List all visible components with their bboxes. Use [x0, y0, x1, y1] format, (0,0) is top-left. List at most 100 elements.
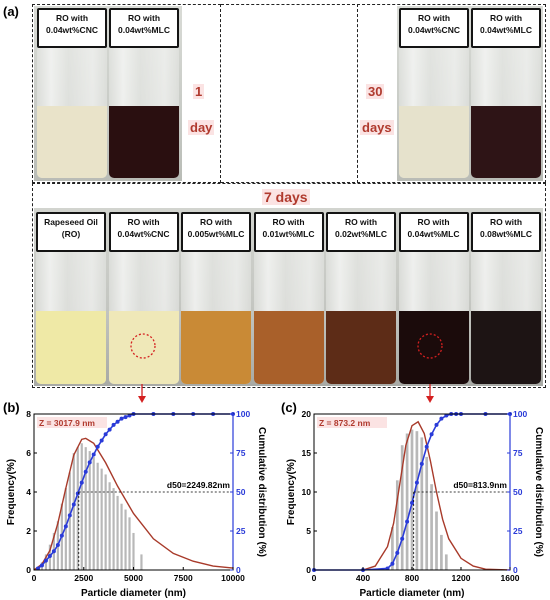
y2-tick-label: 0	[513, 565, 518, 575]
y2-tick-label: 50	[513, 487, 523, 497]
arrows	[138, 384, 434, 403]
cumulative-point	[414, 480, 419, 485]
vial-label-line2: (RO)	[61, 229, 81, 239]
y-tick-label: 0	[306, 565, 311, 575]
histogram-bar	[96, 462, 99, 570]
vial-cap: RO with 0.04wt%MLC	[109, 8, 179, 48]
cumulative-point	[103, 432, 108, 437]
x-tick-label: 0	[312, 573, 317, 583]
histogram-bar	[395, 480, 399, 570]
x-axis-label: Particle diameter (nm)	[81, 588, 186, 599]
vial: RO with 0.04wt%MLC	[109, 8, 179, 178]
y-axis-label: Frequency(%)	[286, 459, 297, 525]
cumulative-point	[35, 566, 40, 571]
histogram-bar	[124, 509, 127, 570]
cumulative-point	[87, 460, 92, 465]
vial-label-line1: RO with	[489, 217, 523, 227]
histogram-bar	[72, 453, 75, 570]
y2-tick-label: 100	[513, 409, 527, 419]
histogram-bar	[140, 554, 143, 570]
vial: RO with 0.04wt%MLC	[398, 212, 469, 384]
cumulative-point	[434, 422, 439, 427]
fit-curve	[362, 420, 511, 571]
histogram-bar	[128, 517, 131, 570]
x-tick-label: 1600	[501, 573, 520, 583]
x-tick-label: 5000	[124, 573, 143, 583]
x-tick-label: 800	[405, 573, 419, 583]
histogram-bar	[100, 468, 103, 570]
vial-label: RO with 0.04wt%MLC	[111, 10, 177, 46]
cumulative-point	[424, 444, 429, 449]
cumulative-point	[43, 558, 48, 563]
vial-label: RO with 0.02wt%MLC	[328, 214, 394, 250]
vial-label-line1: RO with	[55, 13, 89, 23]
vial-liquid	[37, 106, 107, 178]
vial-label-line1: RO with	[127, 13, 161, 23]
cumulative-point	[39, 563, 44, 568]
cumulative-point	[107, 427, 112, 432]
vial: RO with 0.04wt%MLC	[471, 8, 541, 178]
vial-label-line2: 0.005wt%MLC	[187, 229, 245, 239]
histogram-bar	[120, 503, 123, 570]
histogram-bar	[92, 456, 95, 570]
cumulative-point	[55, 543, 60, 548]
y-tick-label: 5	[306, 526, 311, 536]
vial-label-line1: RO with	[344, 217, 378, 227]
histogram-bar	[440, 534, 443, 570]
vial-label-line2: 0.04wt%CNC	[117, 229, 170, 239]
vial-label: RO with 0.08wt%MLC	[473, 214, 539, 250]
vial-liquid	[108, 311, 179, 384]
vial-liquid	[471, 106, 541, 178]
highlight-circle-mlc	[417, 333, 443, 359]
vial-label-line2: 0.04wt%MLC	[480, 25, 532, 35]
y-tick-label: 8	[26, 409, 31, 419]
cumulative-point	[111, 422, 116, 427]
vial-liquid	[181, 311, 251, 384]
cumulative-point	[444, 413, 449, 418]
x-tick-label: 2500	[74, 573, 93, 583]
x-tick-label: 400	[356, 573, 370, 583]
histogram-bar	[132, 532, 135, 570]
y-tick-label: 10	[302, 487, 312, 497]
vial-label-line1: RO with	[489, 13, 523, 23]
vial-label-line2: 0.04wt%MLC	[118, 25, 170, 35]
vial-liquid	[253, 311, 324, 384]
cumulative-point	[390, 561, 395, 566]
histogram-bar	[415, 431, 419, 570]
vial-liquid	[109, 106, 179, 178]
vial-label: RO with 0.04wt%CNC	[39, 10, 105, 46]
panel-label-a: (a)	[3, 4, 19, 19]
cumulative-point	[127, 413, 132, 418]
histogram-bar	[405, 433, 409, 570]
y2-tick-label: 75	[236, 448, 246, 458]
arrow-head-b	[138, 396, 146, 403]
vial-liquid	[36, 311, 106, 384]
chart-b: 0 2500 5000 7500 10000024680255075100Particl…	[6, 409, 267, 599]
y-axis-label: Frequency(%)	[6, 459, 17, 525]
vial-liquid	[326, 311, 396, 384]
cumulative-point	[400, 536, 405, 541]
histogram-bar	[108, 482, 111, 570]
vial-label: RO with 0.04wt%MLC	[400, 214, 467, 250]
panel-label-b: (b)	[3, 400, 20, 415]
y-tick-label: 15	[302, 448, 312, 458]
vial-label-line2: 0.04wt%MLC	[407, 229, 460, 239]
d50-annotation: d50=813.9nm	[453, 480, 507, 490]
panel-label-c: (c)	[281, 400, 297, 415]
histogram-bar	[88, 451, 91, 570]
x-axis-label: Particle diameter (nm)	[359, 588, 464, 599]
vial-cap: RO with 0.04wt%MLC	[471, 8, 541, 48]
vial-liquid	[399, 106, 469, 178]
vial: Rapeseed Oil (RO)	[36, 212, 106, 384]
cumulative-point	[123, 415, 128, 420]
vial-cap: Rapeseed Oil (RO)	[36, 212, 106, 252]
y2-tick-label: 100	[236, 409, 250, 419]
label-1-day-number: 1	[193, 84, 205, 99]
vial: RO with 0.04wt%CNC	[108, 212, 179, 384]
seven-days-title: 7 days	[262, 189, 310, 205]
cumulative-point	[51, 549, 56, 554]
vial-label-line2: 0.02wt%MLC	[335, 229, 387, 239]
photo-7-days: Rapeseed Oil (RO) RO with 0.04wt%CNC RO with…	[34, 208, 543, 386]
histogram-bar	[84, 447, 87, 570]
